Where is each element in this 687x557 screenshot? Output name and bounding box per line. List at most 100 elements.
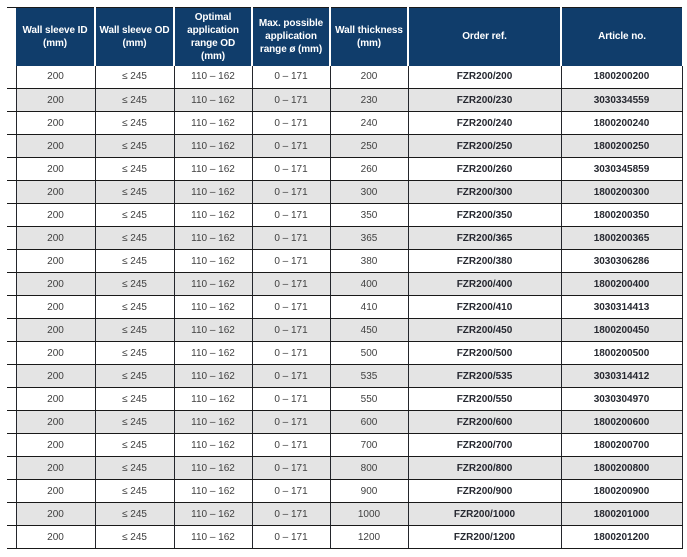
- cell-article-no: 1800200250: [560, 134, 683, 158]
- row-left-spacer: [7, 387, 17, 411]
- table-row: 200 ≤ 245 110 – 162 0 – 171 550 FZR200/550 303…: [7, 387, 683, 411]
- cell-wall-sleeve-od: ≤ 245: [94, 272, 174, 296]
- cell-max-range: 0 – 171: [251, 364, 330, 388]
- cell-order-ref: FZR200/365: [407, 226, 561, 250]
- cell-optimal-range-od: 110 – 162: [173, 502, 252, 526]
- cell-optimal-range-od: 110 – 162: [173, 456, 252, 480]
- row-left-spacer: [7, 318, 17, 342]
- row-left-spacer: [7, 180, 17, 204]
- cell-optimal-range-od: 110 – 162: [173, 364, 252, 388]
- cell-max-range: 0 – 171: [251, 88, 330, 112]
- cell-max-range: 0 – 171: [251, 387, 330, 411]
- cell-wall-sleeve-od: ≤ 245: [94, 295, 174, 319]
- cell-optimal-range-od: 110 – 162: [173, 226, 252, 250]
- cell-wall-thickness: 400: [329, 272, 408, 296]
- cell-max-range: 0 – 171: [251, 249, 330, 273]
- cell-max-range: 0 – 171: [251, 502, 330, 526]
- cell-wall-sleeve-od: ≤ 245: [94, 410, 174, 434]
- cell-max-range: 0 – 171: [251, 157, 330, 181]
- cell-order-ref: FZR200/380: [407, 249, 561, 273]
- cell-optimal-range-od: 110 – 162: [173, 410, 252, 434]
- cell-max-range: 0 – 171: [251, 525, 330, 549]
- cell-max-range: 0 – 171: [251, 111, 330, 135]
- cell-wall-thickness: 700: [329, 433, 408, 457]
- table-row: 200 ≤ 245 110 – 162 0 – 171 1000 FZR200/1000 1…: [7, 502, 683, 526]
- cell-wall-thickness: 450: [329, 318, 408, 342]
- table-row: 200 ≤ 245 110 – 162 0 – 171 1200 FZR200/1200 1…: [7, 525, 683, 549]
- cell-wall-sleeve-od: ≤ 245: [94, 525, 174, 549]
- cell-wall-sleeve-od: ≤ 245: [94, 65, 174, 89]
- cell-wall-thickness: 240: [329, 111, 408, 135]
- cell-wall-sleeve-id: 200: [15, 180, 95, 204]
- cell-wall-sleeve-id: 200: [15, 479, 95, 503]
- cell-optimal-range-od: 110 – 162: [173, 272, 252, 296]
- cell-order-ref: FZR200/600: [407, 410, 561, 434]
- cell-wall-sleeve-id: 200: [15, 272, 95, 296]
- cell-article-no: 1800200500: [560, 341, 683, 365]
- table-row: 200 ≤ 245 110 – 162 0 – 171 200 FZR200/200 180…: [7, 65, 683, 89]
- cell-article-no: 1800200240: [560, 111, 683, 135]
- cell-order-ref: FZR200/1000: [407, 502, 561, 526]
- column-header-article-no: Article no.: [560, 7, 682, 66]
- cell-wall-sleeve-od: ≤ 245: [94, 387, 174, 411]
- cell-order-ref: FZR200/535: [407, 364, 561, 388]
- cell-wall-sleeve-id: 200: [15, 226, 95, 250]
- cell-wall-sleeve-id: 200: [15, 502, 95, 526]
- row-left-spacer: [7, 111, 17, 135]
- cell-wall-thickness: 380: [329, 249, 408, 273]
- cell-max-range: 0 – 171: [251, 456, 330, 480]
- row-left-spacer: [7, 157, 17, 181]
- cell-wall-thickness: 365: [329, 226, 408, 250]
- cell-wall-thickness: 535: [329, 364, 408, 388]
- cell-article-no: 1800200400: [560, 272, 683, 296]
- cell-max-range: 0 – 171: [251, 272, 330, 296]
- cell-max-range: 0 – 171: [251, 295, 330, 319]
- cell-wall-sleeve-od: ≤ 245: [94, 134, 174, 158]
- cell-optimal-range-od: 110 – 162: [173, 341, 252, 365]
- table-row: 200 ≤ 245 110 – 162 0 – 171 240 FZR200/240 180…: [7, 111, 683, 135]
- cell-optimal-range-od: 110 – 162: [173, 525, 252, 549]
- cell-article-no: 3030345859: [560, 157, 683, 181]
- table-body: 200 ≤ 245 110 – 162 0 – 171 200 FZR200/200 180…: [7, 65, 683, 549]
- cell-optimal-range-od: 110 – 162: [173, 134, 252, 158]
- cell-max-range: 0 – 171: [251, 180, 330, 204]
- cell-wall-sleeve-id: 200: [15, 410, 95, 434]
- cell-order-ref: FZR200/800: [407, 456, 561, 480]
- cell-wall-thickness: 200: [329, 65, 408, 89]
- cell-optimal-range-od: 110 – 162: [173, 88, 252, 112]
- cell-wall-sleeve-od: ≤ 245: [94, 203, 174, 227]
- cell-order-ref: FZR200/240: [407, 111, 561, 135]
- table-row: 200 ≤ 245 110 – 162 0 – 171 800 FZR200/800 180…: [7, 456, 683, 480]
- cell-wall-thickness: 300: [329, 180, 408, 204]
- cell-article-no: 1800200350: [560, 203, 683, 227]
- table-row: 200 ≤ 245 110 – 162 0 – 171 400 FZR200/400 180…: [7, 272, 683, 296]
- cell-wall-sleeve-id: 200: [15, 456, 95, 480]
- table-row: 200 ≤ 245 110 – 162 0 – 171 450 FZR200/450 180…: [7, 318, 683, 342]
- cell-order-ref: FZR200/200: [407, 65, 561, 89]
- table-row: 200 ≤ 245 110 – 162 0 – 171 350 FZR200/350 180…: [7, 203, 683, 227]
- cell-wall-sleeve-od: ≤ 245: [94, 341, 174, 365]
- cell-max-range: 0 – 171: [251, 410, 330, 434]
- row-left-spacer: [7, 203, 17, 227]
- column-header-wall-sleeve-id: Wall sleeve ID (mm): [16, 7, 95, 66]
- cell-article-no: 1800200300: [560, 180, 683, 204]
- cell-wall-sleeve-od: ≤ 245: [94, 157, 174, 181]
- cell-optimal-range-od: 110 – 162: [173, 318, 252, 342]
- row-left-spacer: [7, 341, 17, 365]
- cell-wall-sleeve-id: 200: [15, 525, 95, 549]
- cell-optimal-range-od: 110 – 162: [173, 433, 252, 457]
- cell-order-ref: FZR200/550: [407, 387, 561, 411]
- cell-wall-sleeve-od: ≤ 245: [94, 479, 174, 503]
- cell-order-ref: FZR200/410: [407, 295, 561, 319]
- cell-wall-sleeve-od: ≤ 245: [94, 318, 174, 342]
- cell-optimal-range-od: 110 – 162: [173, 111, 252, 135]
- cell-order-ref: FZR200/250: [407, 134, 561, 158]
- cell-wall-thickness: 1200: [329, 525, 408, 549]
- column-header-order-ref: Order ref.: [407, 7, 561, 66]
- cell-wall-thickness: 600: [329, 410, 408, 434]
- cell-wall-thickness: 900: [329, 479, 408, 503]
- cell-wall-thickness: 550: [329, 387, 408, 411]
- cell-order-ref: FZR200/700: [407, 433, 561, 457]
- row-left-spacer: [7, 295, 17, 319]
- cell-wall-sleeve-od: ≤ 245: [94, 502, 174, 526]
